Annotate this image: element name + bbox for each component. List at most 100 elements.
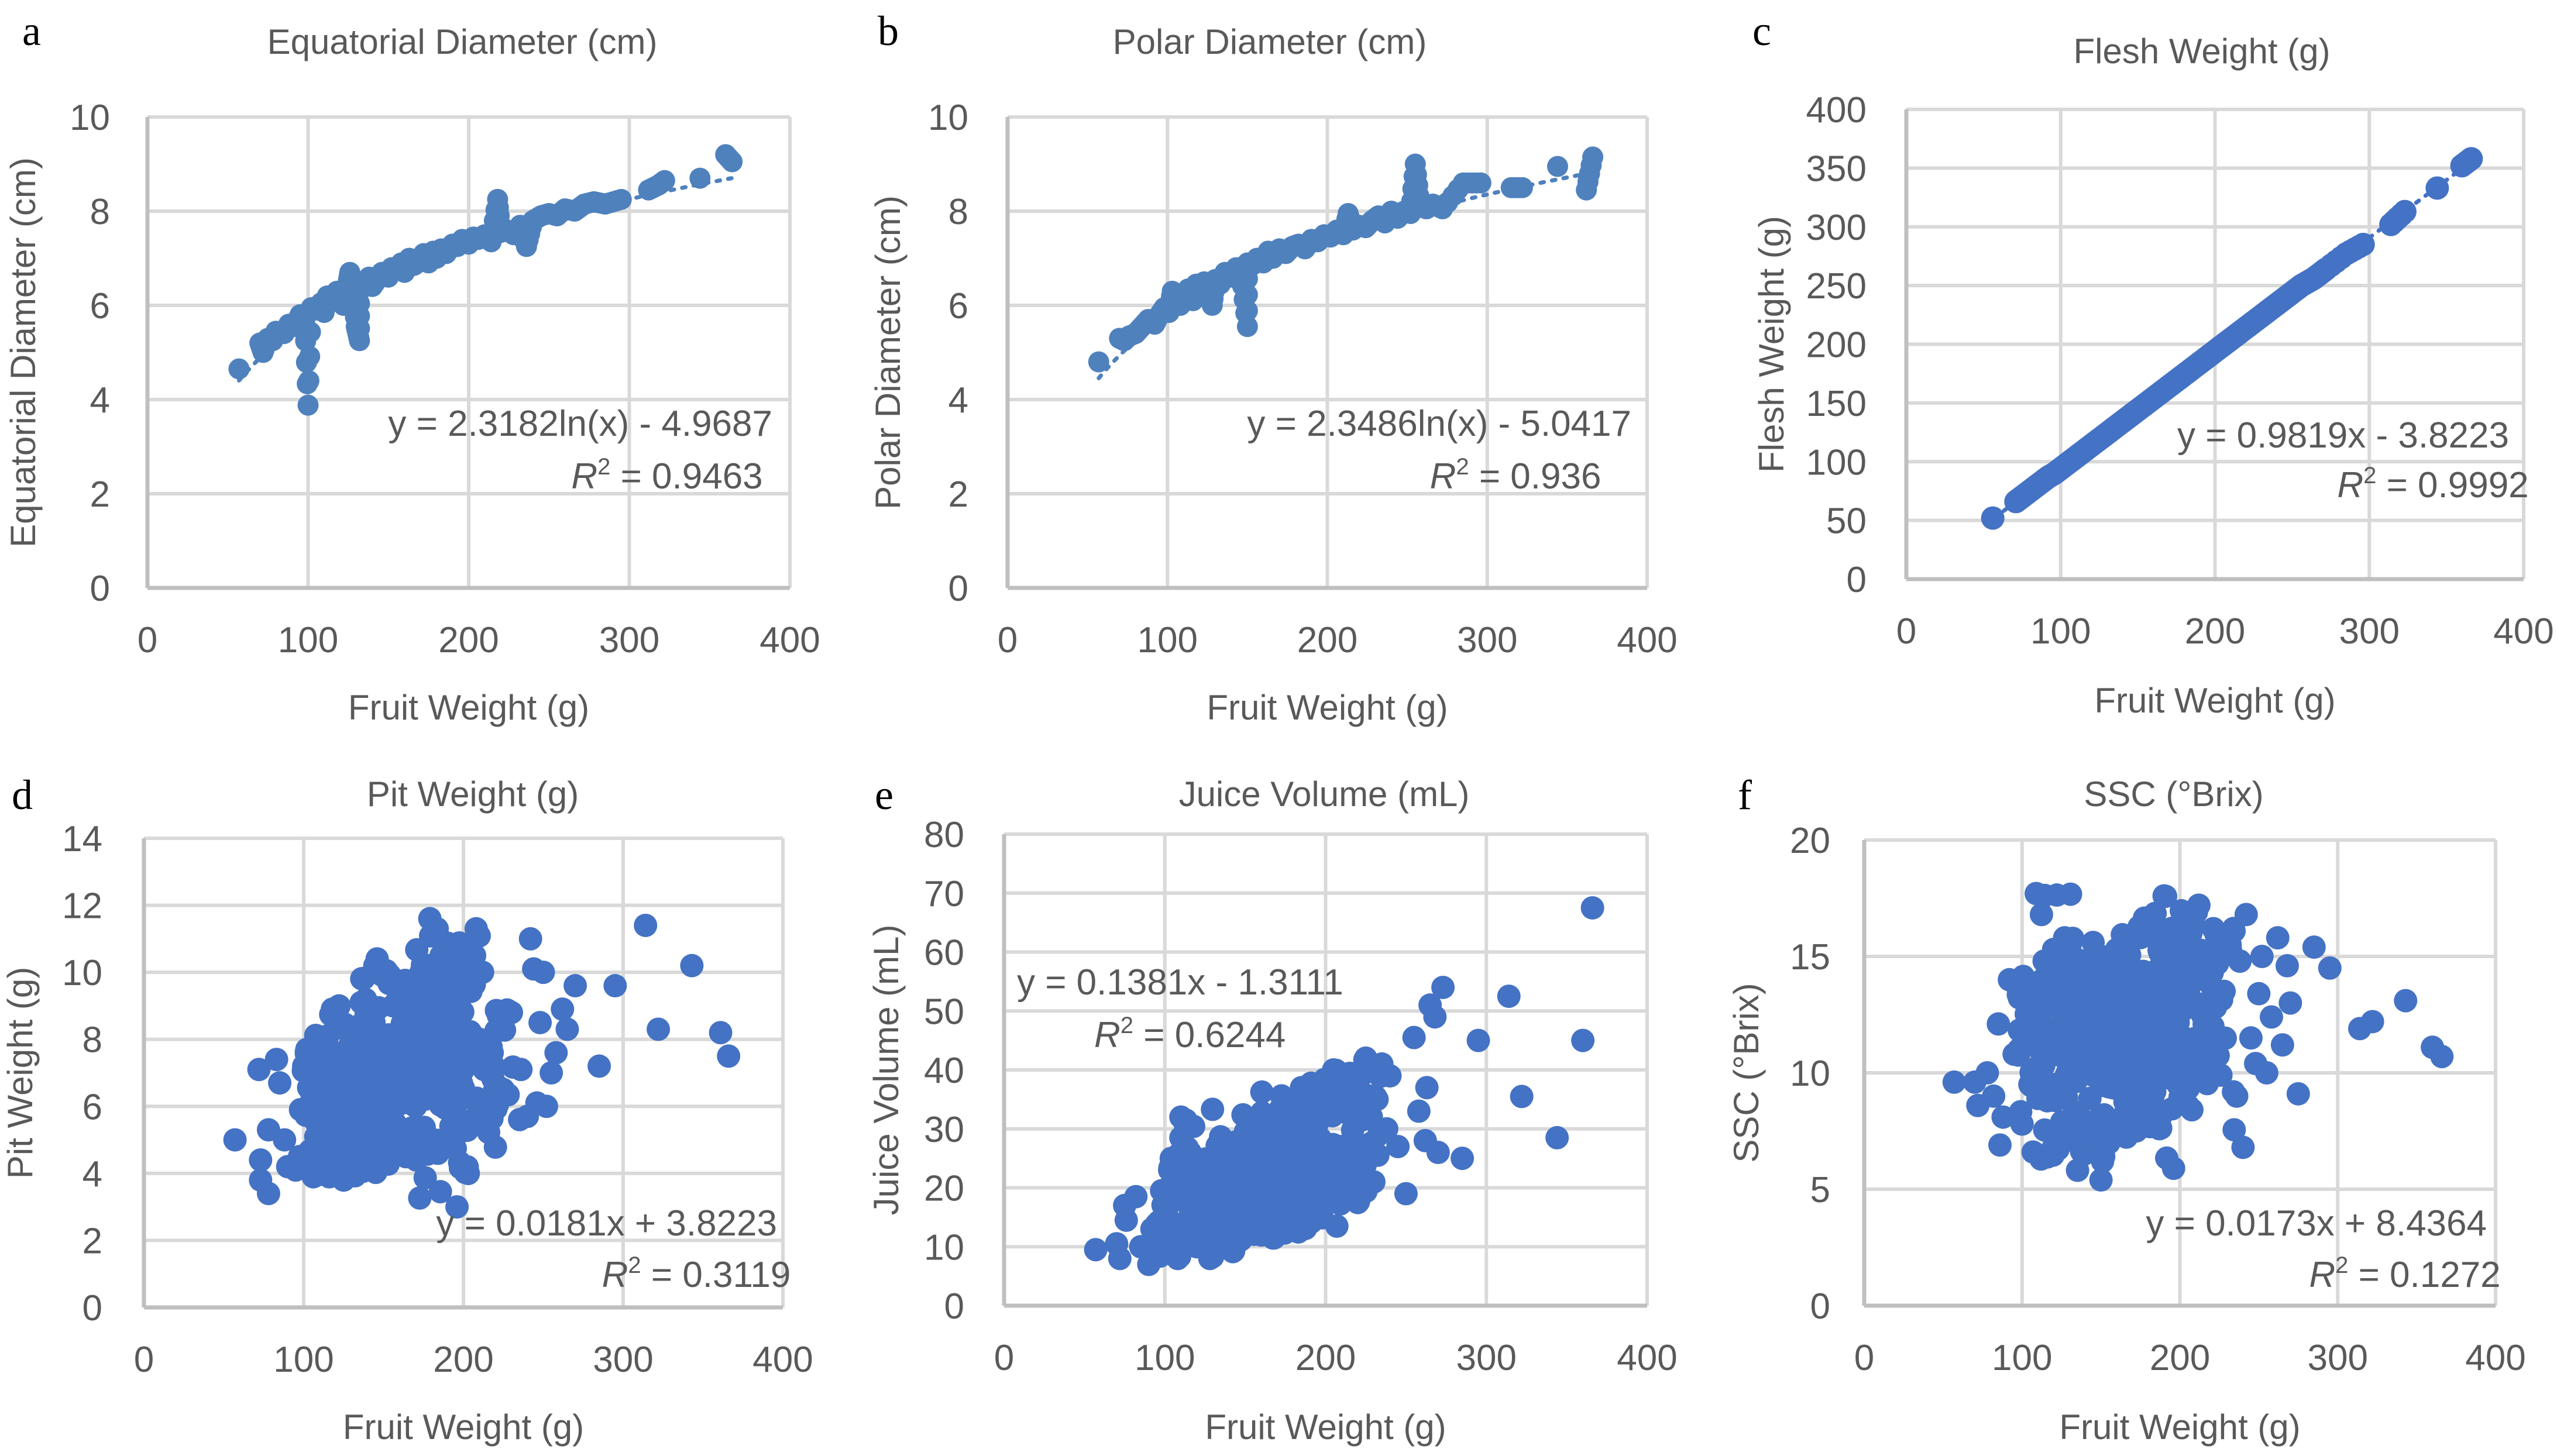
data-point [297, 394, 319, 416]
y-tick-label: 0 [948, 569, 968, 609]
data-point [2023, 1031, 2047, 1055]
x-tick-label: 100 [1137, 620, 1198, 660]
x-tick-label: 300 [599, 620, 659, 660]
data-point [431, 1027, 455, 1051]
data-point [406, 989, 430, 1013]
data-point [1250, 1100, 1274, 1124]
x-axis-label: Fruit Weight (g) [343, 1407, 584, 1447]
data-point [1545, 1125, 1569, 1149]
data-point [1177, 1155, 1201, 1179]
y-tick-label: 4 [83, 1154, 102, 1195]
data-point [2457, 149, 2481, 173]
data-point [2081, 1125, 2105, 1149]
data-point [2254, 1061, 2278, 1085]
data-point [2106, 1036, 2130, 1060]
data-point [2222, 1118, 2246, 1142]
data-point [2270, 1033, 2294, 1057]
y-tick-label: 0 [1847, 560, 1867, 600]
data-point [2181, 912, 2205, 936]
y-tick-label: 6 [83, 1087, 102, 1127]
x-tick-label: 0 [994, 1338, 1014, 1378]
y-tick-label: 10 [70, 98, 110, 138]
data-point [717, 1044, 741, 1068]
data-point [2149, 1104, 2173, 1128]
r-squared-value: = 0.6244 [1133, 1015, 1286, 1055]
x-tick-label: 400 [759, 620, 820, 660]
y-axis-label: Flesh Weight (g) [1752, 216, 1791, 473]
data-point [370, 1085, 394, 1109]
data-point [348, 1047, 372, 1071]
data-point [2188, 1026, 2212, 1050]
x-tick-label: 100 [273, 1340, 334, 1380]
data-point [1201, 1203, 1225, 1227]
data-point [634, 913, 658, 937]
y-axis-label: Pit Weight (g) [1, 967, 40, 1179]
data-point [2006, 1043, 2030, 1067]
y-tick-label: 50 [924, 992, 964, 1032]
data-point [1302, 1152, 1326, 1176]
data-point [327, 1042, 351, 1066]
x-tick-label: 300 [2308, 1338, 2368, 1378]
data-point [1235, 1193, 1259, 1217]
chart-b: 0 100 200 300 400 0 2 4 6 8 10 Polar Diameter (cm) F… [868, 22, 1678, 727]
data-point [299, 346, 321, 367]
r-symbol: R [2309, 1255, 2335, 1295]
data-point [2212, 930, 2236, 954]
y-tick-label: 30 [924, 1110, 964, 1150]
scatter-points [1942, 882, 2454, 1192]
y-tick-label: 10 [928, 98, 968, 138]
x-tick-label: 400 [1617, 620, 1677, 660]
data-point [2347, 235, 2371, 259]
data-point [1394, 1182, 1418, 1206]
data-point [2118, 943, 2142, 967]
r-symbol: R [1430, 456, 1456, 497]
data-point [2275, 954, 2299, 977]
y-axis-label: Juice Volume (mL) [867, 925, 906, 1216]
data-point [1415, 1076, 1439, 1100]
chart-c: 0 100 200 300 400 0 50 100 150 200 250 300 350 400 Fle… [1752, 32, 2554, 720]
r-squared-label: R2 = 0.9463 [571, 454, 762, 497]
data-point [2014, 1002, 2038, 1026]
data-point [1222, 1239, 1246, 1263]
y-tick-label: 4 [948, 380, 968, 421]
data-point [304, 1125, 328, 1149]
data-point [534, 1094, 558, 1118]
data-point [539, 1061, 563, 1085]
x-tick-label: 0 [998, 620, 1018, 660]
data-point [1510, 1085, 1534, 1109]
data-point [1349, 1169, 1373, 1193]
y-tick-label: 20 [924, 1169, 964, 1209]
data-point [264, 1048, 288, 1072]
y-tick-label: 60 [924, 933, 964, 973]
y-tick-label: 5 [1810, 1170, 1830, 1210]
data-point [2127, 915, 2151, 939]
data-point [425, 917, 449, 941]
data-point [1236, 300, 1258, 322]
data-point [301, 1082, 325, 1106]
data-point [2159, 965, 2183, 989]
data-point [1349, 1064, 1373, 1088]
trendline-equation: y = 0.9819x - 3.8223 [2177, 415, 2509, 456]
data-point [1942, 1070, 1966, 1094]
data-point [1279, 1170, 1303, 1194]
data-point [2043, 1089, 2067, 1113]
data-point [2266, 926, 2290, 950]
x-tick-label: 300 [1457, 620, 1517, 660]
chart-a: 0 100 200 300 400 0 2 4 6 8 10 Equatorial Diameter … [4, 22, 820, 727]
data-point [1546, 156, 1568, 177]
data-point [2175, 980, 2199, 1004]
data-point [2259, 1005, 2283, 1029]
chart-title: SSC (°Brix) [2084, 775, 2263, 814]
data-point [544, 1041, 568, 1065]
data-point [2158, 945, 2182, 969]
data-point [343, 1029, 367, 1053]
data-point [459, 977, 483, 1001]
x-tick-label: 300 [593, 1340, 653, 1380]
data-point [2126, 973, 2150, 997]
data-point [1386, 1134, 1410, 1158]
data-point [1348, 1087, 1372, 1111]
r-squared-label: R2 = 0.6244 [1094, 1013, 1286, 1055]
data-point [2036, 1145, 2060, 1169]
data-point [311, 1106, 335, 1130]
scatter-points [1088, 146, 1604, 373]
